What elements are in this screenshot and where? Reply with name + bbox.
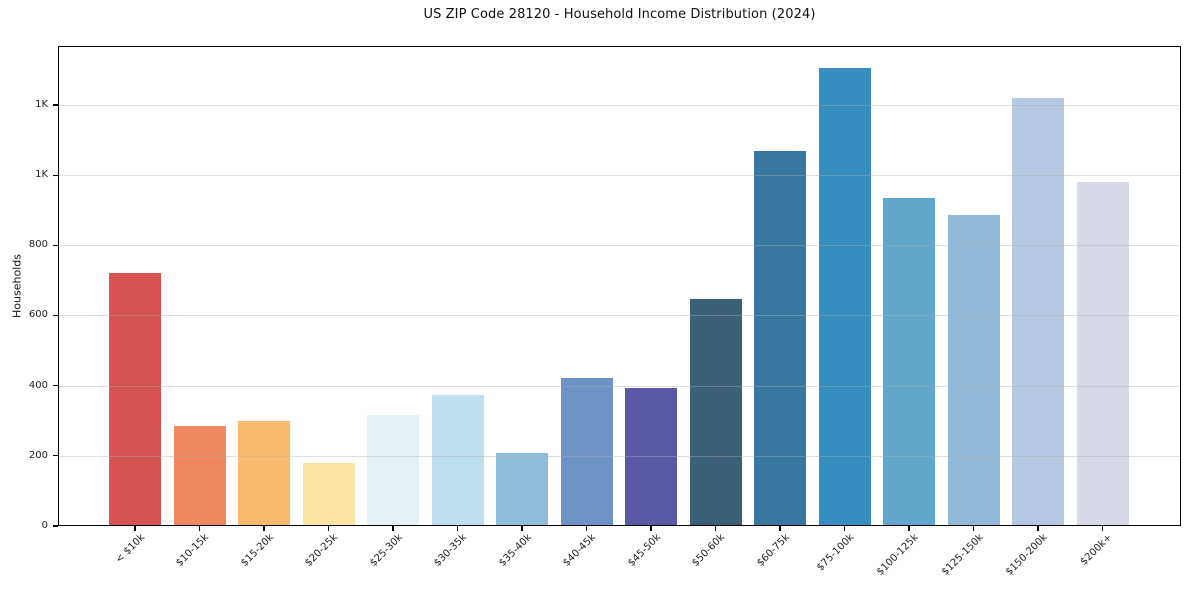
x-tick-label: $25-30k [367, 532, 405, 569]
gridline [58, 104, 1181, 106]
y-tick [53, 385, 58, 387]
gridline [58, 315, 1181, 317]
plot-area [58, 46, 1181, 526]
x-tick-label: $35-40k [496, 532, 534, 569]
y-tick-label: 0 [41, 520, 48, 531]
x-tick-label: $100-125k [874, 532, 921, 578]
gridline [58, 175, 1181, 177]
x-tick [779, 526, 781, 531]
x-tick-label: $125-150k [939, 532, 986, 578]
gridline [58, 455, 1181, 457]
bar [302, 462, 355, 526]
y-tick-label: 1K [35, 169, 48, 181]
bar [689, 298, 742, 526]
bar [947, 215, 1000, 526]
x-tick [714, 526, 717, 531]
bar [431, 394, 484, 526]
x-tick-label: $10-15k [174, 532, 212, 569]
bar [238, 421, 290, 526]
x-tick-label: $15-20k [238, 532, 276, 569]
x-tick-label: $30-35k [432, 532, 470, 569]
x-tick [134, 526, 136, 531]
x-tick-label: $200k+ [1078, 532, 1115, 568]
bar [883, 197, 935, 526]
x-tick [843, 526, 846, 531]
bar [173, 426, 226, 526]
chart-title: US ZIP Code 28120 - Household Income Dis… [423, 7, 816, 22]
y-tick [53, 104, 58, 106]
x-tick [327, 526, 330, 531]
x-tick-label: $60-75k [754, 532, 792, 569]
x-tick [198, 526, 201, 531]
x-tick [1101, 526, 1104, 531]
y-tick-label: 800 [28, 239, 48, 251]
y-tick [53, 314, 58, 317]
x-tick [521, 526, 523, 531]
x-tick [263, 526, 265, 531]
x-tick-label: $50-60k [690, 532, 728, 569]
x-tick-label: $20-25k [303, 532, 341, 569]
x-tick [1037, 526, 1039, 531]
bar [109, 273, 161, 526]
x-tick-label: $40-45k [561, 532, 599, 569]
bar [560, 377, 613, 526]
x-tick-label: $150-200k [1003, 532, 1050, 578]
bar [754, 150, 806, 526]
x-tick [392, 526, 394, 531]
x-tick-label: $45-50k [625, 532, 663, 569]
gridline [58, 385, 1181, 387]
y-tick-label: 400 [28, 379, 48, 391]
bar [1076, 182, 1129, 526]
bar [1012, 97, 1064, 526]
bar [625, 387, 677, 526]
y-tick [53, 455, 58, 457]
x-tick-label: < $10k [113, 532, 147, 566]
bar [818, 68, 871, 526]
x-tick [650, 526, 652, 531]
bar [496, 453, 548, 526]
bar [367, 414, 419, 526]
x-tick [585, 526, 588, 531]
x-tick-label: $75-100k [814, 532, 857, 574]
gridline [58, 245, 1181, 247]
x-tick [456, 526, 459, 531]
y-tick [53, 244, 58, 246]
x-tick [972, 526, 975, 531]
y-tick-label: 200 [28, 449, 48, 461]
y-tick [53, 525, 58, 527]
y-tick-label: 1K [35, 98, 48, 110]
x-tick [908, 526, 910, 531]
y-tick-label: 600 [28, 309, 48, 321]
y-tick [53, 174, 58, 176]
